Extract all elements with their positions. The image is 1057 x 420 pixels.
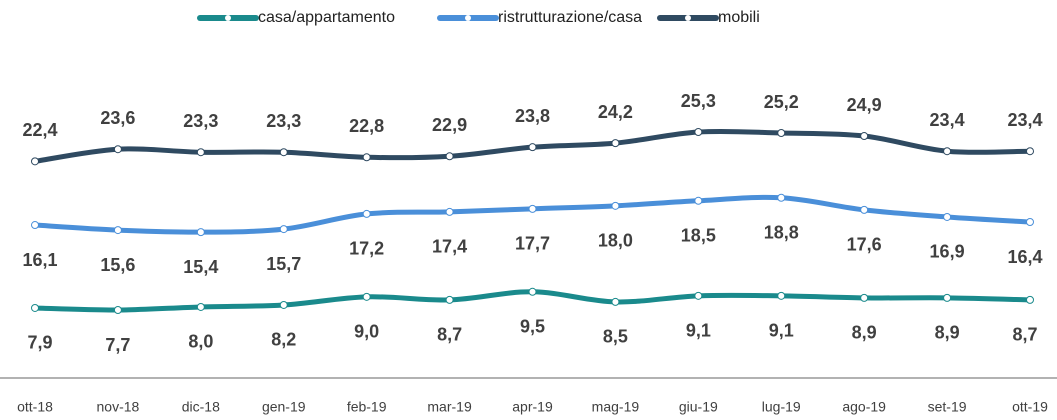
- data-point: [31, 221, 39, 230]
- x-tick-label: ott-19: [1012, 399, 1048, 415]
- data-point: [196, 228, 205, 237]
- x-tick-label: nov-18: [97, 399, 140, 415]
- data-label: 23,3: [183, 111, 218, 131]
- x-tick-label: set-19: [928, 399, 967, 415]
- data-point: [31, 303, 39, 312]
- data-point: [445, 152, 454, 161]
- data-point: [113, 145, 122, 154]
- data-point: [694, 128, 703, 136]
- data-point: [445, 295, 454, 304]
- data-point: [943, 293, 952, 302]
- data-label: 15,7: [266, 254, 301, 274]
- data-label: 8,7: [437, 325, 462, 345]
- data-point: [860, 132, 869, 141]
- legend-marker: [465, 15, 471, 21]
- data-point: [611, 139, 620, 148]
- data-point: [113, 226, 122, 235]
- data-label: 22,9: [432, 115, 467, 135]
- x-tick-label: ago-19: [842, 399, 886, 415]
- data-label: 8,5: [603, 327, 628, 347]
- data-label: 25,2: [764, 92, 799, 112]
- x-tick-label: dic-18: [182, 399, 220, 415]
- data-point: [943, 147, 952, 156]
- data-label: 8,9: [852, 323, 877, 343]
- data-label: 8,0: [188, 332, 213, 352]
- data-point: [279, 148, 288, 157]
- data-point: [777, 291, 786, 300]
- data-label: 22,4: [22, 120, 57, 140]
- x-tick-label: lug-19: [762, 399, 801, 415]
- x-tick-label: giu-19: [679, 399, 718, 415]
- data-label: 17,4: [432, 237, 467, 257]
- data-label: 16,4: [1007, 247, 1042, 267]
- data-point: [528, 287, 537, 296]
- data-label: 9,1: [686, 321, 711, 341]
- data-label: 23,4: [930, 110, 965, 130]
- data-point: [860, 205, 869, 214]
- legend-label: mobili: [718, 9, 760, 26]
- data-point: [362, 292, 371, 301]
- data-point: [445, 207, 454, 216]
- data-label: 22,8: [349, 116, 384, 136]
- data-point: [1026, 218, 1034, 227]
- data-point: [860, 293, 869, 302]
- data-label: 16,1: [22, 250, 57, 270]
- data-point: [279, 300, 288, 309]
- data-label: 8,9: [935, 323, 960, 343]
- legend-marker: [225, 15, 231, 21]
- data-point: [196, 148, 205, 157]
- data-point: [777, 193, 786, 202]
- x-tick-label: apr-19: [512, 399, 553, 415]
- data-point: [1026, 295, 1034, 304]
- data-point: [31, 157, 39, 166]
- legend-label: casa/appartamento: [258, 9, 395, 26]
- data-label: 25,3: [681, 91, 716, 111]
- data-point: [611, 297, 620, 306]
- x-tick-label: gen-19: [262, 399, 306, 415]
- x-tick-label: mag-19: [592, 399, 640, 415]
- data-point: [1026, 147, 1034, 156]
- data-label: 18,5: [681, 226, 716, 246]
- data-label: 17,6: [847, 235, 882, 255]
- data-point: [943, 212, 952, 221]
- data-label: 17,2: [349, 239, 384, 259]
- data-label: 23,4: [1007, 110, 1042, 130]
- data-label: 18,8: [764, 222, 799, 242]
- x-tick-label: feb-19: [347, 399, 387, 415]
- data-label: 8,7: [1012, 325, 1037, 345]
- data-point: [362, 209, 371, 218]
- data-label: 9,0: [354, 322, 379, 342]
- data-point: [694, 291, 703, 300]
- data-label: 15,6: [100, 255, 135, 275]
- data-label: 16,9: [930, 242, 965, 262]
- data-point: [113, 306, 122, 314]
- data-label: 7,9: [27, 333, 52, 353]
- data-label: 8,2: [271, 330, 296, 350]
- data-label: 24,2: [598, 102, 633, 122]
- x-tick-label: mar-19: [427, 399, 472, 415]
- data-point: [196, 302, 205, 311]
- x-tick-label: ott-18: [17, 399, 53, 415]
- data-label: 7,7: [105, 335, 130, 355]
- data-point: [611, 201, 620, 210]
- data-label: 17,7: [515, 234, 550, 254]
- data-point: [777, 129, 786, 138]
- data-label: 9,5: [520, 317, 545, 337]
- data-label: 23,8: [515, 106, 550, 126]
- data-point: [528, 143, 537, 152]
- data-label: 24,9: [847, 95, 882, 115]
- data-label: 15,4: [183, 257, 218, 277]
- legend-marker: [685, 15, 691, 21]
- data-label: 18,0: [598, 231, 633, 251]
- data-point: [528, 204, 537, 213]
- data-point: [279, 225, 288, 234]
- data-point: [362, 153, 371, 162]
- series-line: [34, 194, 1031, 235]
- data-label: 9,1: [769, 321, 794, 341]
- data-label: 23,3: [266, 111, 301, 131]
- data-label: 23,6: [100, 108, 135, 128]
- legend-label: ristrutturazione/casa: [498, 9, 642, 26]
- data-point: [694, 196, 703, 205]
